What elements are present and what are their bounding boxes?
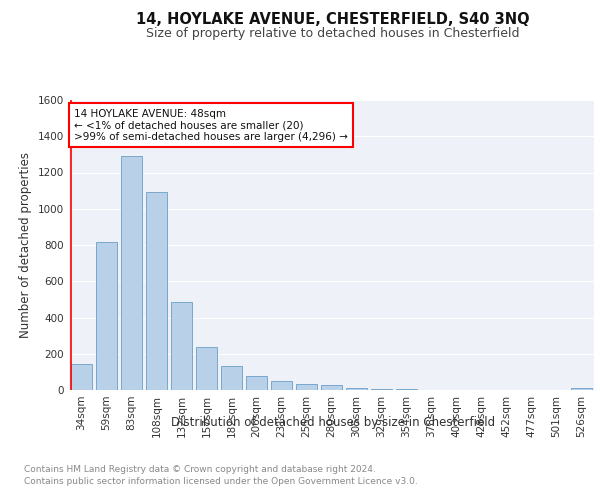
- Bar: [371, 389, 392, 390]
- Text: 14 HOYLAKE AVENUE: 48sqm
← <1% of detached houses are smaller (20)
>99% of semi-: 14 HOYLAKE AVENUE: 48sqm ← <1% of detach…: [74, 108, 348, 142]
- Bar: [246, 376, 267, 390]
- Text: 14, HOYLAKE AVENUE, CHESTERFIELD, S40 3NQ: 14, HOYLAKE AVENUE, CHESTERFIELD, S40 3N…: [136, 12, 530, 28]
- Bar: [346, 388, 367, 390]
- Bar: [296, 384, 317, 390]
- Bar: [571, 388, 592, 390]
- Text: Distribution of detached houses by size in Chesterfield: Distribution of detached houses by size …: [171, 416, 495, 429]
- Bar: [221, 366, 242, 390]
- Bar: [121, 156, 142, 390]
- Bar: [196, 348, 217, 390]
- Text: Size of property relative to detached houses in Chesterfield: Size of property relative to detached ho…: [146, 28, 520, 40]
- Y-axis label: Number of detached properties: Number of detached properties: [19, 152, 32, 338]
- Bar: [146, 192, 167, 390]
- Bar: [271, 382, 292, 390]
- Bar: [71, 364, 92, 390]
- Text: Contains HM Land Registry data © Crown copyright and database right 2024.: Contains HM Land Registry data © Crown c…: [24, 465, 376, 474]
- Bar: [171, 302, 192, 390]
- Bar: [321, 385, 342, 390]
- Bar: [96, 242, 117, 390]
- Text: Contains public sector information licensed under the Open Government Licence v3: Contains public sector information licen…: [24, 478, 418, 486]
